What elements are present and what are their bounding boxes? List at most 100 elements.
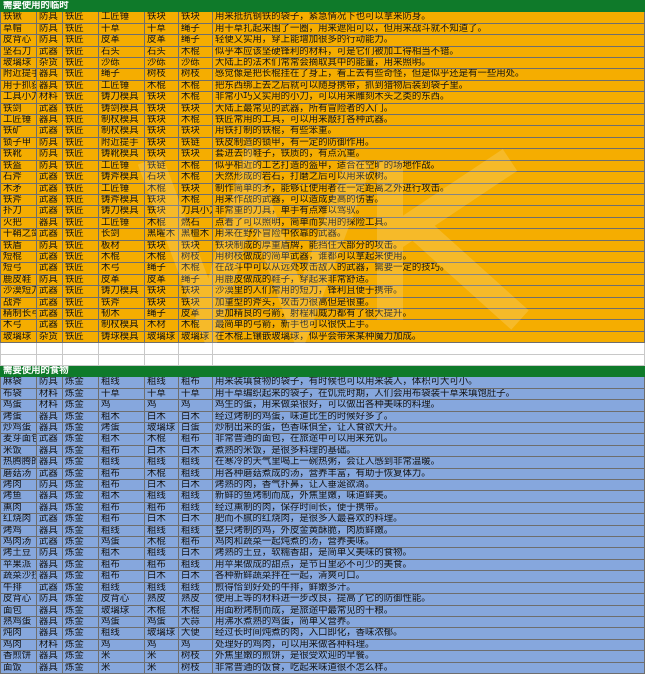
profession-cell[interactable]: 铁匠 [62,296,99,309]
profession-cell[interactable]: 铁匠 [62,114,99,127]
category-cell[interactable]: 器具 [36,456,63,469]
material-1-cell[interactable]: 粗布 [98,570,145,583]
material-1-cell[interactable]: 制杖模具 [98,114,145,127]
material-2-cell[interactable]: 木棍 [144,182,179,195]
description-cell[interactable]: 大陆上最常见的武器，所有冒险者的入门。 [212,102,645,116]
material-2-cell[interactable]: 玻璃球 [144,627,179,640]
category-cell[interactable]: 器具 [36,650,63,663]
description-cell[interactable]: 套进去的鞋子，铁质的，有点沉重。 [212,148,645,161]
material-2-cell[interactable]: 米 [144,650,179,663]
category-cell[interactable]: 武器 [36,319,63,332]
category-cell[interactable]: 器具 [36,627,63,640]
profession-cell[interactable]: 铁匠 [62,45,99,59]
description-cell[interactable]: 似乎相近的工艺打造的盔甲，适合在空旷的场地作战。 [212,159,645,173]
category-cell[interactable]: 武器 [36,262,63,275]
material-1-cell[interactable]: 铁斧 [98,296,145,309]
material-2-cell[interactable]: 鸡 [144,638,179,652]
material-2-cell[interactable]: 铁块 [144,125,179,138]
description-cell[interactable]: 用铁打制的铁棍，有些笨重。 [212,125,645,138]
material-3-cell[interactable]: 粗布 [178,376,213,389]
material-3-cell[interactable]: 大便 [178,627,213,640]
description-cell[interactable]: 处理好的鸡肉，可以用来做各种料理。 [212,638,645,652]
item-name-cell[interactable]: 炒鸡蛋 [0,421,37,435]
material-2-cell[interactable]: 石头 [144,45,179,59]
material-2-cell[interactable]: 木棍 [144,604,179,617]
profession-cell[interactable]: 炼金 [62,410,99,424]
material-1-cell[interactable]: 工匠锤 [98,159,145,173]
material-1-cell[interactable]: 粗木 [98,410,145,424]
description-cell[interactable]: 沙漠里的人们常用的短刀，锋利且便于携带。 [212,285,645,298]
item-name-cell[interactable]: 短棍 [0,250,37,264]
empty-cell[interactable] [36,342,63,355]
item-name-cell[interactable]: 战斧 [0,296,37,309]
profession-cell[interactable]: 铁匠 [62,136,99,150]
profession-cell[interactable]: 铁匠 [62,148,99,161]
item-name-cell[interactable]: 熟鸡蛋 [0,615,37,629]
item-name-cell[interactable]: 坚石刀 [0,45,37,59]
material-2-cell[interactable]: 干草 [144,22,179,36]
material-1-cell[interactable]: 铸刀模具 [98,205,145,218]
profession-cell[interactable]: 铁匠 [62,273,99,287]
material-2-cell[interactable]: 铁链 [144,159,179,173]
empty-cell[interactable] [212,353,645,366]
material-3-cell[interactable]: 铁块 [178,11,213,24]
category-cell[interactable]: 防具 [36,479,63,492]
item-name-cell[interactable]: 鸡肉汤 [0,536,37,549]
profession-cell[interactable]: 炼金 [62,433,99,446]
profession-cell[interactable]: 铁匠 [62,228,99,241]
material-2-cell[interactable]: 粗线 [144,376,179,389]
profession-cell[interactable]: 铁匠 [62,285,99,298]
material-2-cell[interactable]: 树枝 [144,68,179,81]
material-2-cell[interactable]: 粗线 [144,456,179,469]
category-cell[interactable]: 武器 [36,205,63,218]
category-cell[interactable]: 防具 [36,22,63,36]
material-1-cell[interactable]: 粗线 [98,376,145,389]
profession-cell[interactable]: 炼金 [62,444,99,458]
material-2-cell[interactable]: 木材 [144,319,179,332]
material-1-cell[interactable]: 粗布 [98,479,145,492]
profession-cell[interactable]: 铁匠 [62,319,99,332]
material-2-cell[interactable]: 粗线 [144,524,179,538]
material-1-cell[interactable]: 皮革 [98,34,145,47]
empty-cell[interactable] [62,342,99,355]
material-1-cell[interactable]: 粗木 [98,490,145,503]
item-name-cell[interactable]: 工匠锤 [0,114,37,127]
description-cell[interactable]: 非常普通的面包，在旅途中可以用来充饥。 [212,433,645,446]
profession-cell[interactable]: 铁匠 [62,34,99,47]
item-name-cell[interactable]: 玻璃球 [0,330,37,344]
description-cell[interactable]: 整只烤制的鸡，外皮金黄酥脆，肉质鲜嫩。 [212,524,645,538]
material-3-cell[interactable]: 绳子 [178,34,213,47]
category-cell[interactable]: 器具 [36,410,63,424]
material-1-cell[interactable]: 工匠锤 [98,182,145,195]
description-cell[interactable]: 烤熟的肉，香气扑鼻，让人垂涎欲滴。 [212,479,645,492]
material-3-cell[interactable]: 玻璃球 [178,330,213,344]
empty-cell[interactable] [36,353,63,366]
item-name-cell[interactable]: 鸡蛋 [0,399,37,412]
category-cell[interactable]: 杂货 [36,330,63,344]
item-name-cell[interactable]: 烤肉 [0,479,37,492]
profession-cell[interactable]: 炼金 [62,581,99,595]
material-1-cell[interactable]: 粗线 [98,456,145,469]
profession-cell[interactable]: 炼金 [62,467,99,481]
material-1-cell[interactable]: 粗木 [98,433,145,446]
item-name-cell[interactable]: 扑刀 [0,205,37,218]
material-1-cell[interactable]: 皮革 [98,273,145,287]
profession-cell[interactable]: 铁匠 [62,68,99,81]
material-2-cell[interactable]: 铁块 [144,205,179,218]
category-cell[interactable]: 器具 [36,79,63,93]
category-cell[interactable]: 防具 [36,376,63,389]
material-1-cell[interactable]: 韧木 [98,307,145,321]
category-cell[interactable]: 器具 [36,661,63,674]
material-3-cell[interactable]: 白木 [178,513,213,526]
item-name-cell[interactable]: 米饭 [0,444,37,458]
material-2-cell[interactable]: 粗线 [144,490,179,503]
profession-cell[interactable]: 炼金 [62,501,99,515]
item-name-cell[interactable]: 牛排 [0,581,37,595]
material-1-cell[interactable]: 铸靴模具 [98,148,145,161]
material-1-cell[interactable]: 鸡 [98,399,145,412]
material-3-cell[interactable]: 绳子 [178,273,213,287]
item-name-cell[interactable]: 皮背心 [0,34,37,47]
category-cell[interactable]: 器具 [36,615,63,629]
material-1-cell[interactable]: 粗线 [98,627,145,640]
item-name-cell[interactable]: 烤土豆 [0,547,37,560]
